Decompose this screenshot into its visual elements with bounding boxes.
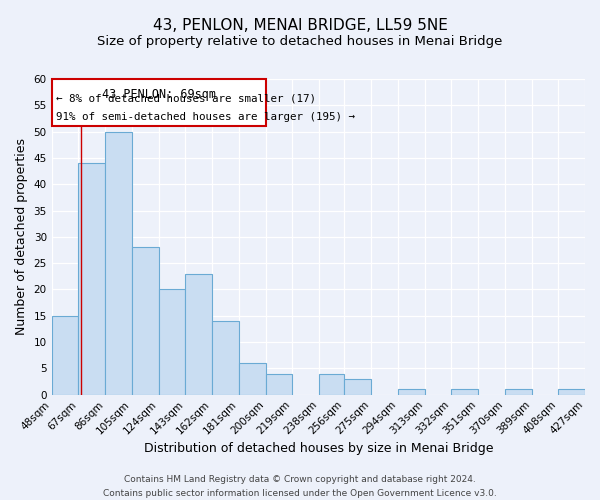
Bar — [132, 248, 158, 394]
Text: Contains HM Land Registry data © Crown copyright and database right 2024.
Contai: Contains HM Land Registry data © Crown c… — [103, 476, 497, 498]
Text: 43, PENLON, MENAI BRIDGE, LL59 5NE: 43, PENLON, MENAI BRIDGE, LL59 5NE — [152, 18, 448, 32]
FancyBboxPatch shape — [52, 79, 266, 126]
Bar — [319, 374, 344, 394]
Bar — [79, 163, 105, 394]
Bar — [158, 290, 185, 395]
Bar — [505, 390, 532, 394]
Bar — [105, 132, 132, 394]
Text: 43 PENLON: 69sqm: 43 PENLON: 69sqm — [101, 88, 215, 102]
Bar — [558, 390, 585, 394]
Text: ← 8% of detached houses are smaller (17): ← 8% of detached houses are smaller (17) — [56, 94, 316, 104]
Bar — [344, 379, 371, 394]
Text: Size of property relative to detached houses in Menai Bridge: Size of property relative to detached ho… — [97, 35, 503, 48]
X-axis label: Distribution of detached houses by size in Menai Bridge: Distribution of detached houses by size … — [143, 442, 493, 455]
Y-axis label: Number of detached properties: Number of detached properties — [15, 138, 28, 336]
Bar — [52, 316, 79, 394]
Bar — [185, 274, 212, 394]
Bar — [398, 390, 425, 394]
Bar — [212, 321, 239, 394]
Bar — [266, 374, 292, 394]
Bar — [239, 363, 266, 394]
Text: 91% of semi-detached houses are larger (195) →: 91% of semi-detached houses are larger (… — [56, 112, 355, 122]
Bar — [451, 390, 478, 394]
